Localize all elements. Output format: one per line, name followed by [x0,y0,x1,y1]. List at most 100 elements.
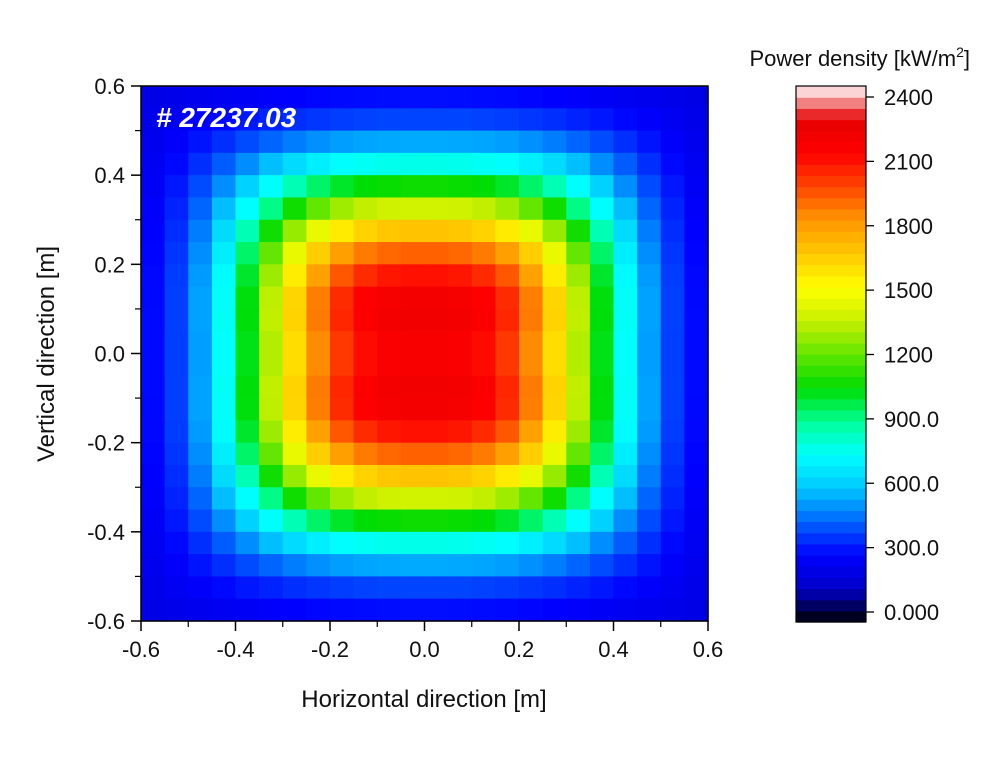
heatmap-cell [306,442,331,466]
colorbar-band [796,566,866,578]
heatmap-cell [377,353,402,377]
heatmap-cell [519,308,544,332]
heatmap-cell [471,398,496,421]
colorbar-tick-label: 300.0 [884,536,939,561]
heatmap-cell [589,420,615,444]
heatmap-cell [471,576,496,600]
heatmap-cell [495,398,520,421]
heatmap-cell [211,464,237,488]
colorbar-band [796,342,866,355]
heatmap-cell [306,219,331,243]
shot-annotation: # 27237.03 [156,102,297,133]
heatmap-cell [400,598,426,622]
heatmap-cell [188,108,213,132]
heatmap-cell [377,152,402,176]
heatmap-cell [637,576,662,600]
heatmap-cell [637,219,662,243]
heatmap-cell [235,264,260,288]
heatmap-cell [330,308,355,332]
heatmap-cell [306,86,331,109]
heatmap-cell [684,286,709,310]
heatmap-cell [424,130,449,154]
heatmap-cell [613,509,638,533]
heatmap-cell [613,286,638,310]
heatmap-cell [164,308,189,332]
colorbar-band [796,555,866,567]
heatmap-cell [141,108,166,132]
colorbar-band [796,398,866,411]
heatmap-cell [448,598,473,622]
colorbar-band [796,488,866,500]
heatmap-cell [589,509,615,533]
heatmap-cell [660,219,685,243]
heatmap-cell [519,442,544,466]
heatmap-cell [566,442,591,466]
heatmap-cell [613,331,638,355]
heatmap-cell [306,286,331,310]
heatmap-cell [141,308,166,332]
heatmap-cell [330,242,355,265]
x-tick-label: 0.2 [504,637,535,662]
heatmap-cell [684,487,709,511]
heatmap-cell [660,331,685,355]
heatmap-cell [542,242,567,265]
heatmap-cell [424,554,449,578]
heatmap-cell [684,331,709,355]
heatmap-cell [141,242,166,265]
heatmap-cell [566,398,591,421]
heatmap-cell [282,197,307,221]
heatmap-cell [330,487,355,511]
colorbar-band [796,287,866,299]
heatmap-cell [471,331,496,355]
heatmap-cell [188,197,213,221]
heatmap-cell [566,375,591,399]
heatmap-cell [448,242,473,265]
y-axis: -0.6 -0.4 -0.2 0.0 0.2 0.4 0.6 [87,74,141,634]
heatmap-cell [542,264,567,288]
heatmap-cell [164,152,189,176]
heatmap-cell [660,353,685,377]
colorbar-band [796,454,866,467]
heatmap-cell [400,398,426,421]
heatmap-cell [306,197,331,221]
heatmap-cell [353,286,378,310]
heatmap-cell [542,86,567,109]
heatmap-cell [589,242,615,265]
heatmap-cell [282,464,307,488]
heatmap-cell [377,420,402,444]
heatmap-cell [637,197,662,221]
heatmap-cell [660,264,685,288]
heatmap-cell [613,219,638,243]
heatmap-cell [282,175,307,199]
heatmap-cell [684,108,709,132]
heatmap-cell [353,509,378,533]
heatmap-cell [211,576,237,600]
heatmap-cell [211,308,237,332]
heatmap-cell [330,464,355,488]
heatmap-cell [377,576,402,600]
heatmap-cell [448,576,473,600]
heatmap-cell [589,175,615,199]
heatmap-cell [306,531,331,555]
heatmap-cell [377,242,402,265]
heatmap-cell [235,286,260,310]
heatmap-cell [660,398,685,421]
heatmap-cell [377,531,402,555]
x-axis-label: Horizontal direction [m] [301,686,546,713]
heatmap-cell [684,86,709,109]
heatmap-cell [589,487,615,511]
heatmap-cell [306,487,331,511]
heatmap-cell [259,197,284,221]
heatmap-cell [424,442,449,466]
heatmap-cell [282,219,307,243]
heatmap-cell [188,398,213,421]
heatmap-cell [495,331,520,355]
colorbar-band [796,208,866,221]
heatmap-cell [188,242,213,265]
heatmap-cell [519,509,544,533]
heatmap-cell [613,242,638,265]
heatmap-cell [589,152,615,176]
heatmap-cell [259,487,284,511]
heatmap-cell [211,398,237,421]
heatmap-cell [400,286,426,310]
